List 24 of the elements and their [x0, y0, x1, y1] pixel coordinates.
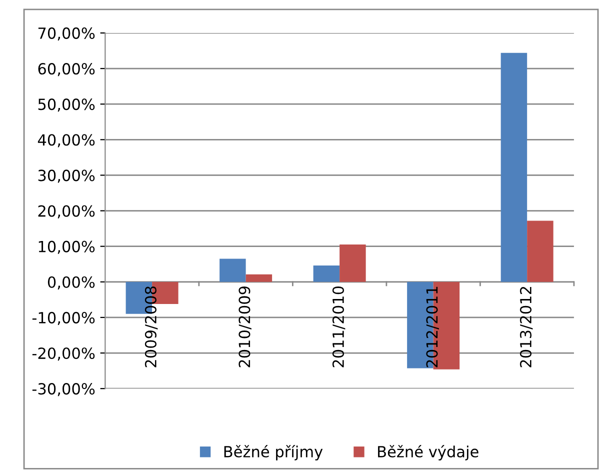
y-tick-label: 50,00% — [38, 98, 95, 112]
x-tick-label: 2013/2012 — [520, 286, 533, 368]
legend-label: Běžné výdaje — [378, 445, 478, 460]
x-tick-label: 2009/2008 — [144, 286, 158, 368]
y-tick-label: 70,00% — [38, 27, 95, 41]
y-tick-label: 60,00% — [38, 62, 95, 76]
x-tick-label: 2011/2010 — [332, 286, 346, 368]
bar — [246, 274, 272, 282]
y-tick-label: -30,00% — [32, 383, 95, 396]
bar — [340, 244, 366, 282]
y-tick-label: 40,00% — [38, 134, 95, 148]
y-tick-label: 10,00% — [38, 240, 95, 254]
bar — [500, 52, 528, 282]
legend-label: Běžné příjmy — [224, 445, 323, 460]
bar — [527, 220, 554, 282]
bar — [313, 266, 340, 282]
y-tick-label: -10,00% — [32, 312, 95, 326]
y-tick-label: 20,00% — [38, 205, 95, 218]
x-tick-label: 2010/2009 — [238, 286, 252, 368]
y-tick-label: 0,00% — [48, 276, 95, 290]
x-tick-label: 2012/2011 — [426, 286, 439, 368]
y-tick-label: 30,00% — [38, 170, 95, 183]
y-tick-label: -20,00% — [32, 347, 95, 361]
bar — [220, 258, 246, 282]
